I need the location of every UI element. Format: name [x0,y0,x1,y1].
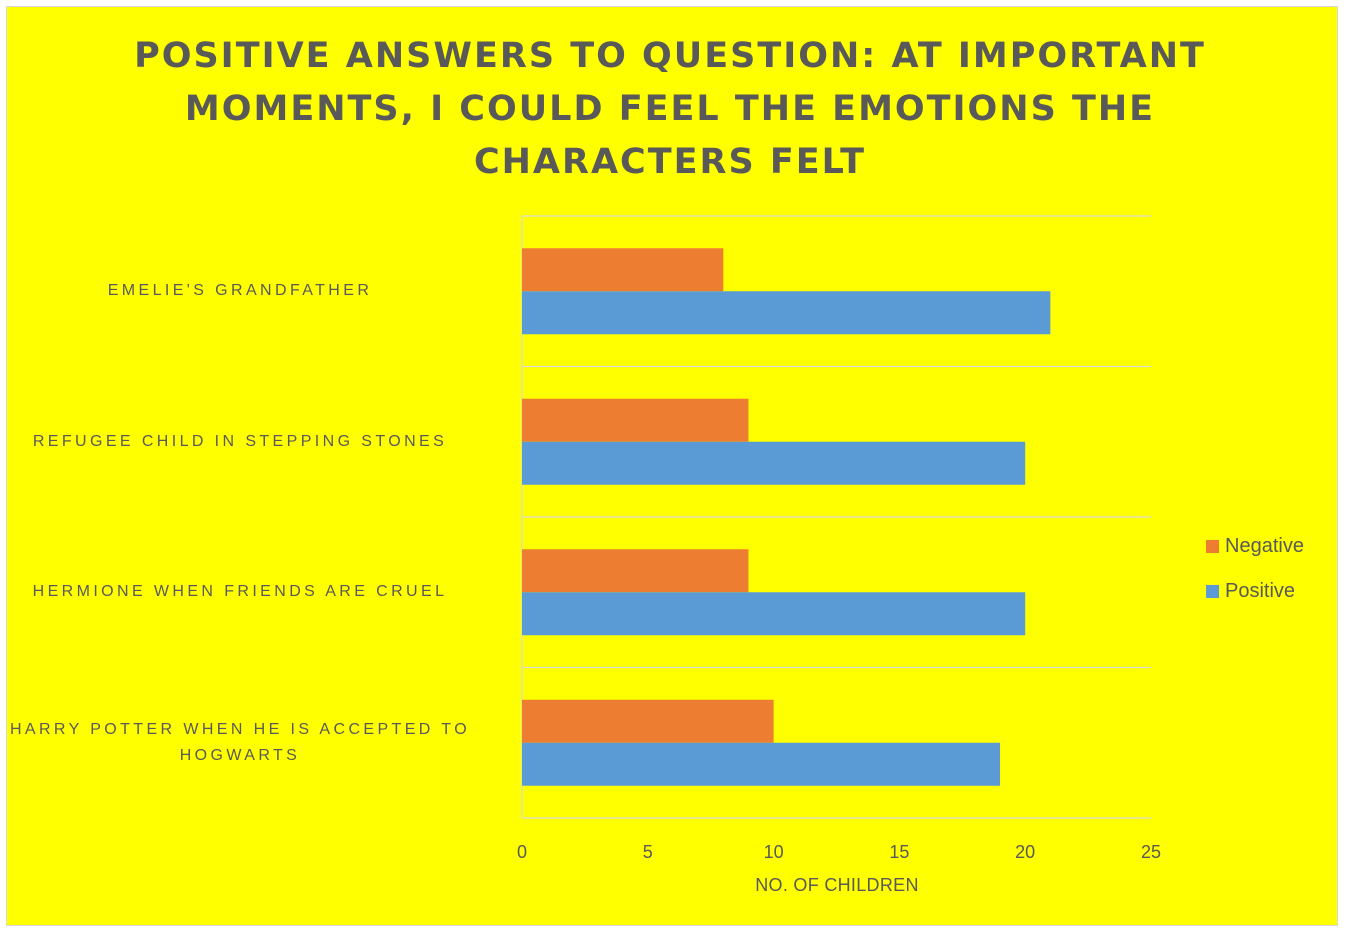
legend-swatch [1206,540,1219,553]
legend-item-positive: Positive [1206,569,1304,614]
bar-negative-1 [522,248,724,292]
legend-label: Positive [1225,580,1296,602]
x-tick-label: 20 [1015,842,1035,862]
bar-positive-3 [522,592,1026,636]
bar-positive-1 [522,291,1051,335]
legend-item-negative: Negative [1206,524,1304,569]
category-label: HERMIONE WHEN FRIENDS ARE CRUEL [32,583,448,601]
bar-negative-3 [522,549,749,593]
x-axis-title: NO. OF CHILDREN [755,875,919,895]
bar-negative-4 [522,699,774,743]
x-tick-label: 0 [517,842,527,862]
category-label: HARRY POTTER WHEN HE IS ACCEPTED TO HOGW… [9,720,471,764]
x-tick-label: 25 [1141,842,1161,862]
bar-negative-2 [522,398,749,442]
category-label: EMELIE'S GRANDFATHER [107,282,373,300]
x-tick-label: 5 [643,842,653,862]
bar-positive-2 [522,441,1026,485]
legend: Negative Positive [1206,524,1304,614]
bar-positive-4 [522,742,1001,786]
category-label: REFUGEE CHILD IN STEPPING STONES [32,432,448,450]
x-tick-label: 10 [764,842,784,862]
legend-swatch [1206,585,1219,598]
x-tick-label: 15 [889,842,909,862]
legend-label: Negative [1225,535,1304,557]
chart-title: POSITIVE ANSWERS TO QUESTION: AT IMPORTA… [134,36,1206,182]
